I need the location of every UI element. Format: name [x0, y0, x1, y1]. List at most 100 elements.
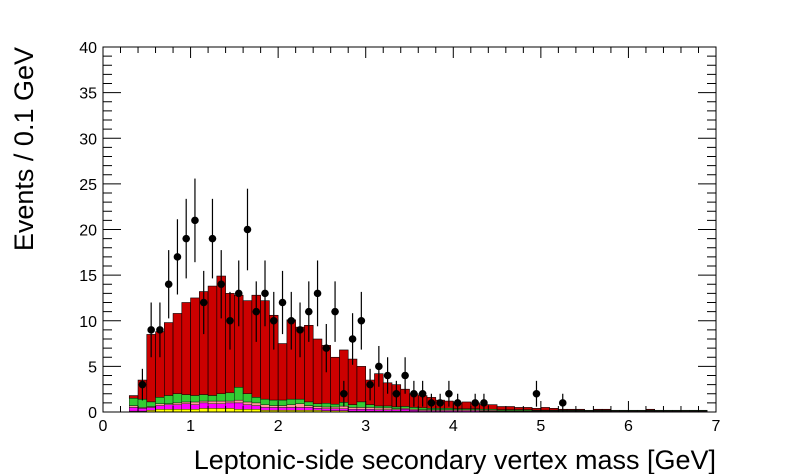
bkg-pink-bar — [216, 400, 226, 404]
signal-bar — [172, 313, 183, 395]
bkg-green-bar — [409, 407, 419, 410]
data-point — [243, 225, 252, 234]
bkg-magenta-bar — [365, 409, 375, 412]
bkg-magenta-bar — [207, 403, 218, 409]
bkg-green-bar — [269, 399, 279, 406]
data-point — [173, 253, 182, 261]
bkg-green-bar — [444, 408, 454, 410]
data-point — [138, 380, 147, 389]
data-point — [340, 389, 348, 398]
data-point — [532, 389, 541, 398]
bkg-green-bar — [365, 404, 375, 408]
bkg-pink-bar — [199, 400, 209, 404]
bkg-pink-bar — [277, 405, 288, 408]
bkg-magenta-bar — [277, 407, 288, 411]
x-axis-label: Leptonic-side secondary vertex mass [GeV… — [194, 445, 716, 474]
x-tick-label: 3 — [361, 418, 370, 435]
bkg-yellow-bar — [199, 408, 209, 413]
bkg-magenta-bar — [286, 407, 296, 411]
bkg-magenta-bar — [172, 404, 183, 410]
bkg-magenta-bar — [269, 407, 279, 411]
data-point — [269, 316, 278, 325]
bkg-magenta-bar — [234, 402, 244, 410]
x-tick-label: 1 — [186, 418, 195, 435]
data-point — [366, 380, 374, 389]
bkg-magenta-bar — [216, 403, 226, 409]
bkg-magenta-bar — [383, 409, 393, 412]
data-point — [480, 399, 488, 407]
bkg-green-bar — [330, 404, 340, 408]
y-tick-label: 25 — [79, 177, 97, 194]
bkg-green-bar — [207, 395, 218, 402]
data-points-layer — [138, 178, 567, 412]
bkg-green-bar — [523, 409, 533, 411]
data-point — [322, 344, 331, 352]
bkg-magenta-bar — [260, 407, 270, 411]
x-tick-label: 2 — [274, 418, 283, 435]
data-point — [147, 326, 155, 334]
bkg-green-bar — [155, 397, 165, 404]
signal-bar — [540, 407, 550, 411]
data-point — [436, 399, 444, 407]
data-point — [357, 316, 366, 325]
data-point — [226, 316, 234, 325]
data-point — [278, 298, 287, 307]
bkg-green-bar — [216, 393, 226, 402]
bkg-green-bar — [225, 392, 235, 402]
bkg-green-bar — [505, 409, 515, 411]
bkg-green-bar — [260, 399, 270, 405]
x-tick-label: 5 — [536, 418, 545, 435]
bkg-green-bar — [383, 405, 393, 409]
bkg-magenta-bar — [225, 402, 235, 409]
x-tick-label: 0 — [99, 418, 108, 435]
y-tick-label: 10 — [79, 314, 97, 331]
data-point — [287, 316, 296, 325]
bkg-green-bar — [286, 399, 296, 405]
bkg-pink-bar — [356, 407, 366, 410]
signal-bar — [190, 297, 200, 396]
bkg-magenta-bar — [181, 403, 191, 410]
bkg-pink-bar — [242, 401, 253, 405]
bkg-green-bar — [374, 405, 384, 409]
data-point — [164, 280, 173, 289]
bkg-green-bar — [164, 395, 174, 404]
bkg-yellow-bar — [225, 408, 235, 413]
bkg-pink-bar — [286, 404, 296, 408]
bkg-pink-bar — [181, 401, 191, 404]
y-tick-label: 35 — [79, 86, 97, 103]
bkg-magenta-bar — [251, 405, 261, 410]
bkg-yellow-bar — [216, 408, 226, 413]
signal-bar — [523, 407, 533, 411]
y-tick-label: 15 — [79, 268, 97, 285]
bkg-green-bar — [348, 404, 358, 408]
bkg-pink-bar — [234, 399, 244, 404]
bkg-green-bar — [321, 403, 331, 408]
bkg-green-bar — [391, 406, 401, 410]
signal-bar — [242, 300, 253, 395]
signal-bar — [505, 406, 515, 411]
bkg-pink-bar — [348, 407, 358, 410]
signal-bar — [356, 366, 367, 403]
bkg-magenta-bar — [146, 407, 156, 411]
bkg-green-bar — [199, 394, 209, 402]
x-tick-label: 7 — [712, 418, 721, 435]
data-point — [313, 289, 322, 298]
data-point — [199, 298, 208, 307]
signal-bar — [207, 285, 218, 396]
bkg-green-bar — [129, 398, 139, 406]
data-point — [191, 216, 199, 225]
data-point — [304, 307, 313, 316]
bkg-green-bar — [356, 401, 366, 408]
signal-bar — [347, 358, 358, 406]
bkg-pink-bar — [295, 403, 305, 408]
data-point — [331, 307, 339, 316]
bkg-pink-bar — [172, 402, 183, 405]
bkg-magenta-bar — [242, 404, 253, 410]
bkg-magenta-bar — [339, 408, 349, 411]
data-point — [418, 389, 427, 398]
bkg-magenta-bar — [321, 408, 331, 411]
signal-bar — [330, 356, 340, 405]
y-tick-label: 5 — [88, 359, 97, 376]
bkg-yellow-bar — [207, 408, 218, 413]
